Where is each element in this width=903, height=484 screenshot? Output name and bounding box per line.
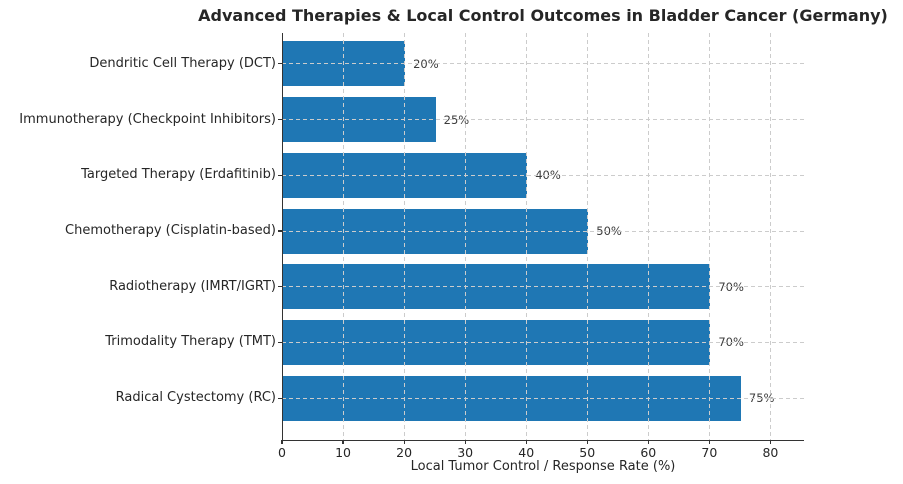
bars-layer: 20% 25% 40% 50% 70% 70% 75% <box>282 33 804 440</box>
x-axis-spine <box>282 439 804 441</box>
y-tick <box>278 397 282 399</box>
x-tick <box>769 440 771 444</box>
y-axis-labels: Dendritic Cell Therapy (DCT) Immunotherap… <box>0 33 276 440</box>
x-axis-label: Local Tumor Control / Response Rate (%) <box>410 459 676 474</box>
y-tick-label: Trimodality Therapy (TMT) <box>105 334 276 350</box>
y-tick-label: Dendritic Cell Therapy (DCT) <box>89 55 276 71</box>
y-tick <box>278 63 282 65</box>
x-tick <box>647 440 649 444</box>
x-tick <box>464 440 466 444</box>
x-tick-label: 50 <box>579 445 596 460</box>
bar-value-label: 70% <box>718 279 744 294</box>
x-tick <box>586 440 588 444</box>
y-tick-label: Chemotherapy (Cisplatin-based) <box>65 223 276 238</box>
y-axis-spine <box>282 33 284 440</box>
bar <box>283 152 528 198</box>
y-tick <box>278 118 282 121</box>
y-tick-label: Targeted Therapy (Erdafitinib) <box>81 167 276 183</box>
x-tick-label: 10 <box>335 445 351 460</box>
x-tick <box>708 440 710 444</box>
chart-title: Advanced Therapies & Local Control Outco… <box>198 6 888 25</box>
x-tick-label: 40 <box>518 445 535 460</box>
x-tick-label: 60 <box>640 445 657 460</box>
bar-value-label: 40% <box>535 168 561 183</box>
y-tick <box>278 230 282 232</box>
x-tick-label: 80 <box>762 445 779 460</box>
x-tick <box>403 440 405 444</box>
plot-area: 20% 25% 40% 50% 70% 70% 75% 0 10 20 30 40 50 60 70 80 <box>278 33 804 460</box>
bar-value-label: 50% <box>596 224 622 238</box>
y-tick <box>278 341 282 344</box>
bar-value-label: 75% <box>748 391 775 406</box>
y-tick-label: Immunotherapy (Checkpoint Inhibitors) <box>19 111 276 127</box>
bar-value-label: 70% <box>718 335 744 350</box>
x-tick-label: 20 <box>396 445 413 460</box>
y-tick-label: Radiotherapy (IMRT/IGRT) <box>109 278 276 294</box>
bar <box>283 41 406 87</box>
bar <box>283 208 589 254</box>
bar-value-label: 25% <box>443 112 470 127</box>
x-tick <box>342 440 344 444</box>
x-tick-label: 70 <box>701 445 718 460</box>
x-tick <box>281 440 283 444</box>
x-tick <box>525 440 527 444</box>
bar <box>283 264 711 310</box>
x-tick-label: 30 <box>457 445 474 460</box>
bar <box>283 319 711 365</box>
y-tick <box>278 174 282 176</box>
bar-value-label: 20% <box>413 56 439 71</box>
y-tick-label: Radical Cystectomy (RC) <box>115 390 276 406</box>
bar <box>283 375 741 421</box>
y-tick <box>278 286 282 288</box>
x-tick-label: 0 <box>278 445 286 460</box>
bar <box>283 97 436 143</box>
